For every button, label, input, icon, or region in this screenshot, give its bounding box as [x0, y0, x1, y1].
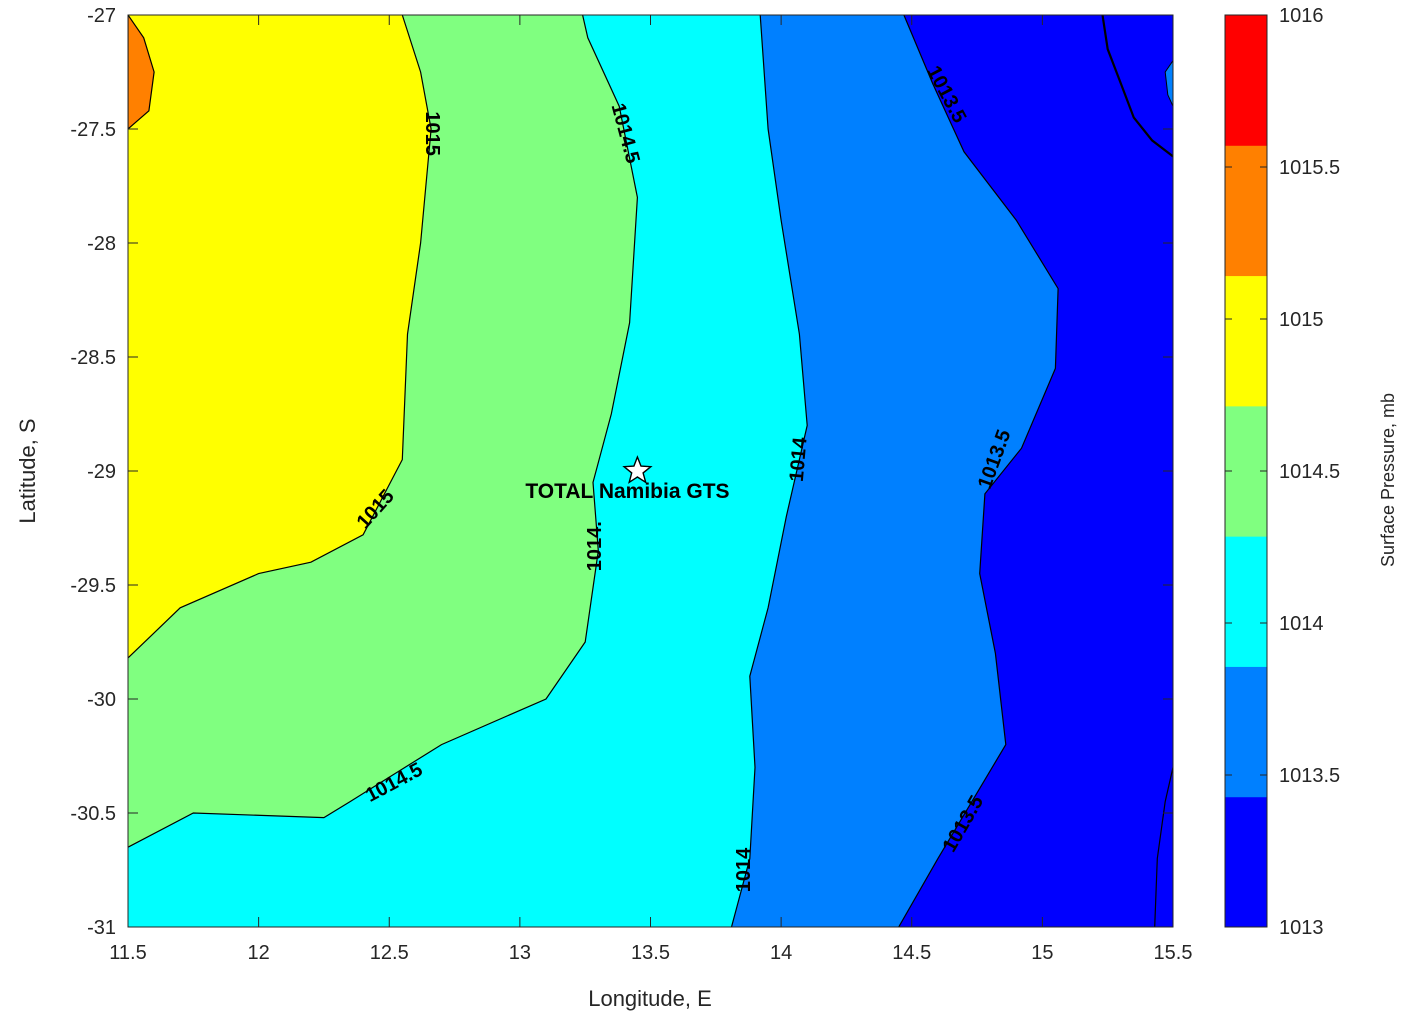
- y-axis-ticks: -27 -27.5 -28 -28.5 -29 -29.5 -30 -30.5 -31: [70, 5, 1173, 939]
- contour-label-1014.5-mid: 1014.: [584, 521, 606, 571]
- y-tick-label: -30.5: [70, 803, 116, 825]
- y-tick-label: -28: [87, 233, 116, 255]
- x-tick-label: 12.5: [370, 942, 409, 964]
- y-tick-label: -29: [87, 461, 116, 483]
- colorbar-swatch-1013.5: [1225, 666, 1267, 798]
- site-star-marker: [622, 455, 653, 484]
- colorbar: 1016 1015.5 1015 1014.5 1014 1013.5 1013: [1224, 5, 1340, 939]
- colorbar-tick-label: 1014.5: [1279, 461, 1340, 483]
- y-tick-label: -29.5: [70, 575, 116, 597]
- colorbar-label: Surface Pressure, mb: [1378, 393, 1398, 567]
- x-axis-ticks: 11.5 12 12.5 13 13.5 14 14.5 15 15.5: [109, 15, 1192, 964]
- x-tick-label: 14.5: [892, 942, 931, 964]
- contour-lines: [128, 15, 1173, 927]
- colorbar-tick-label: 1015.5: [1279, 157, 1340, 179]
- y-tick-label: -31: [87, 917, 116, 939]
- site-annotation: TOTAL Namibia GTS: [525, 455, 730, 503]
- x-axis-label: Longitude, E: [588, 986, 712, 1011]
- colorbar-swatch-1015.5: [1225, 145, 1267, 277]
- x-tick-label: 11.5: [109, 942, 146, 964]
- band-1015.5-patch: [128, 15, 155, 130]
- contour-line-edge: [1154, 767, 1173, 927]
- contour-line-1014.5: [128, 15, 639, 848]
- x-tick-label: 13.5: [631, 942, 670, 964]
- colorbar-tick-label: 1014: [1279, 613, 1324, 635]
- contour-line-1014: [730, 15, 808, 927]
- y-tick-label: -30: [87, 689, 116, 711]
- x-tick-label: 15: [1031, 942, 1053, 964]
- contour-line-1013.5: [898, 15, 1059, 927]
- band-1015: [128, 15, 432, 658]
- colorbar-swatch-1016: [1225, 15, 1267, 146]
- x-tick-label: 14: [770, 942, 792, 964]
- x-tick-label: 12: [248, 942, 270, 964]
- y-tick-label: -27.5: [70, 119, 116, 141]
- colorbar-swatch-1013: [1225, 796, 1267, 928]
- y-axis-label: Latitude, S: [15, 418, 40, 523]
- colorbar-swatch-1014: [1225, 536, 1267, 667]
- contour-label-1015-top: 1015: [421, 111, 443, 156]
- colorbar-tick-label: 1015: [1279, 309, 1324, 331]
- contour-label-1014-bottom: 1014: [733, 847, 755, 892]
- coastline: [1101, 15, 1173, 158]
- band-1013.5-patch: [1164, 59, 1173, 107]
- colorbar-tick-label: 1013.5: [1279, 765, 1340, 787]
- x-tick-label: 13: [509, 942, 531, 964]
- pressure-bands: [128, 15, 1173, 927]
- site-label: TOTAL Namibia GTS: [525, 480, 729, 503]
- colorbar-tick-label: 1016: [1279, 5, 1324, 27]
- y-tick-label: -27: [87, 5, 116, 27]
- contour-label-1014-mid: 1014: [786, 436, 812, 483]
- y-tick-label: -28.5: [70, 347, 116, 369]
- x-tick-label: 15.5: [1154, 942, 1193, 964]
- colorbar-tick-label: 1013: [1279, 917, 1324, 939]
- contour-line-1015: [128, 15, 432, 659]
- colorbar-swatch-1015: [1225, 275, 1267, 407]
